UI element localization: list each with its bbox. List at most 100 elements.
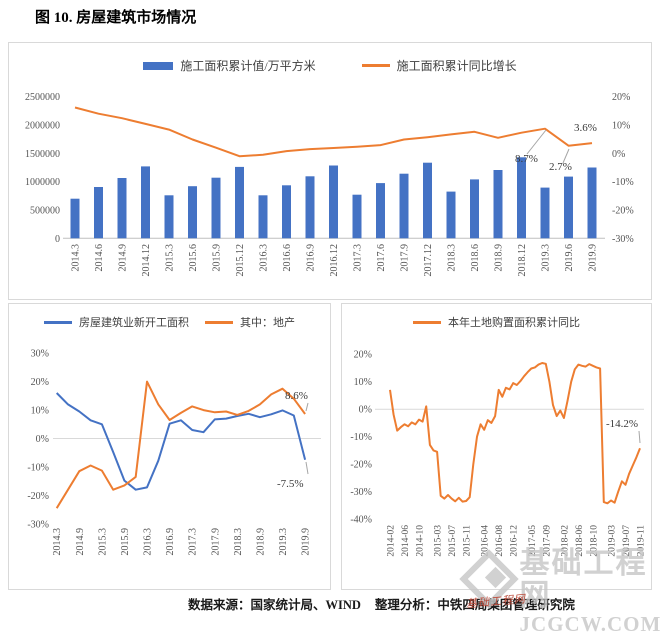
x-axis-label: 2017-05 [528,525,538,557]
annotation-label: 8.6% [285,390,308,402]
legend-label: 施工面积累计值/万平方米 [180,59,316,73]
land-purchase-chart-canvas: 20% 10% 0% -10% -20% -30% -40% 2014-02 2014-06 20… [350,350,647,557]
land-purchase-legend: 本年土地购置面积累计同比 [342,314,651,330]
x-axis-label: 2016-04 [481,525,491,557]
x-axis-label: 2018.12 [517,244,528,277]
left-axis-tick-label: 500000 [30,205,60,216]
annotation-label: 3.6% [574,122,597,134]
left-axis-tick-label: 2500000 [25,92,60,103]
annotation-leader-line [305,461,309,475]
x-axis-label: 2014.12 [141,244,152,277]
top-chart-legend: 施工面积累计值/万平方米 施工面积累计同比增长 [9,57,651,74]
x-axis-label: 2014.9 [118,244,129,272]
x-axis-label: 2018.3 [447,244,458,272]
x-axis-label: 2015.9 [212,244,223,272]
x-axis-label: 2016.3 [143,528,154,556]
annotation-label: -14.2% [606,418,638,430]
x-axis-label: 2016.6 [282,244,293,272]
data-source-line: 数据来源：国家统计局、WIND 整理分析：中铁四局集团管理研究院 [188,594,575,613]
x-axis-label: 2014-10 [416,525,426,557]
bar-2014.9 [117,178,127,239]
bar-2014.3 [70,198,80,239]
x-axis-label: 2014.3 [52,528,63,556]
construction-area-chart-canvas: 0 500000 1000000 1500000 2000000 2500000 -30% -… [25,92,634,277]
left-axis-tick-label: 1500000 [25,149,60,160]
bar-2019.6 [564,176,573,239]
x-axis-label: 2019.9 [301,528,312,556]
bar-2014.12 [141,166,150,239]
growth-line-series [74,106,593,158]
watermark-site-url: JCGCW.COM [519,612,660,636]
x-axis-label: 2016-08 [495,525,505,557]
legend-label: 其中：地产 [240,317,295,329]
new-starts-legend: 房屋建筑业新开工面积 其中：地产 [9,314,330,330]
x-axis-label: 2019.9 [588,244,599,272]
analysis-credit-text: 整理分析：中铁四局集团管理研究院 [374,598,575,612]
y-axis-tick-label: 0% [359,405,372,416]
x-axis-label: 2018-02 [560,525,570,557]
y-axis-tick-label: 10% [31,406,49,417]
x-axis-label: 2016-12 [510,525,520,557]
x-axis-label: 2017-09 [542,525,552,557]
annotation-leader-line [526,129,547,155]
annotation-leader-line [305,402,309,412]
legend-item-land-purchase: 本年土地购置面积累计同比 [413,314,580,330]
x-axis-label: 2018-06 [575,525,585,557]
bar-2015.12 [235,166,244,239]
legend-label: 本年土地购置面积累计同比 [448,317,580,329]
right-axis-tick-label: -30% [612,234,634,245]
x-axis-label: 2019-11 [637,525,647,557]
x-axis-label: 2017.12 [423,244,434,277]
bar-2015.6 [188,186,197,239]
left-axis-tick-label: 0 [55,234,60,245]
x-axis-label: 2019.6 [564,244,575,272]
new-starts-chart-canvas: 30% 20% 10% 0% -10% -20% -30%2014.3 2014.9 2015.… [27,349,321,556]
x-axis-label: 2015-11 [463,525,473,557]
x-axis-label: 2016.3 [259,244,270,272]
bar-2015.3 [164,195,174,239]
x-axis-label: 2015.3 [97,528,108,556]
x-axis-label: 2014-06 [401,525,411,557]
y-axis-tick-label: 10% [354,377,372,388]
right-axis-tick-label: -20% [612,205,634,216]
bar-2018.12 [517,157,526,239]
x-axis-label: 2016.9 [306,244,317,272]
x-axis-label: 2015.9 [120,528,131,556]
land-purchase-line-series [389,362,641,505]
x-axis-label: 2014.6 [94,244,105,272]
y-axis-tick-label: -10% [27,462,49,473]
watermark: 基础工程网 JCGCW.COM [459,548,660,636]
line-swatch-icon [413,320,441,324]
right-axis-tick-label: 0% [612,149,625,160]
bar-2014.6 [94,187,103,239]
x-axis-label: 2017.6 [376,244,387,272]
figure-page: { "page": { "title": "图 10. 房屋建筑市场情况", "… [8,10,660,636]
right-axis-tick-label: -10% [612,177,634,188]
watermark-text: 基础工程网 JCGCW.COM [520,548,660,636]
right-axis-tick-label: 20% [612,92,630,103]
y-axis-tick-label: 0% [36,434,49,445]
annotation-leader-line [562,148,570,164]
bar-swatch-icon [143,61,174,70]
bar-2017.6 [376,183,385,239]
x-axis-label: 2019-07 [622,525,632,557]
bar-2018.6 [470,179,479,239]
y-axis-tick-label: 20% [354,350,372,361]
x-axis-label: 2017.9 [400,244,411,272]
x-axis-label: 2017.3 [353,244,364,272]
bar-2016.12 [329,165,338,239]
line-series-1 [55,380,306,509]
line-series-0 [55,392,307,491]
y-axis-tick-label: -20% [350,460,372,471]
y-axis-tick-label: 30% [31,349,49,360]
bar-2015.9 [211,177,221,239]
line-swatch-icon [361,64,390,67]
x-axis-label: 2014.3 [71,244,82,272]
annotation-label: 8.7% [515,153,538,165]
line-swatch-icon [205,320,233,324]
y-axis-tick-label: 20% [31,377,49,388]
figure-title: 图 10. 房屋建筑市场情况 [35,10,197,26]
x-axis-label: 2019-03 [608,525,618,557]
x-axis-label: 2015.6 [188,244,199,272]
x-axis-label: 2018.6 [470,244,481,272]
